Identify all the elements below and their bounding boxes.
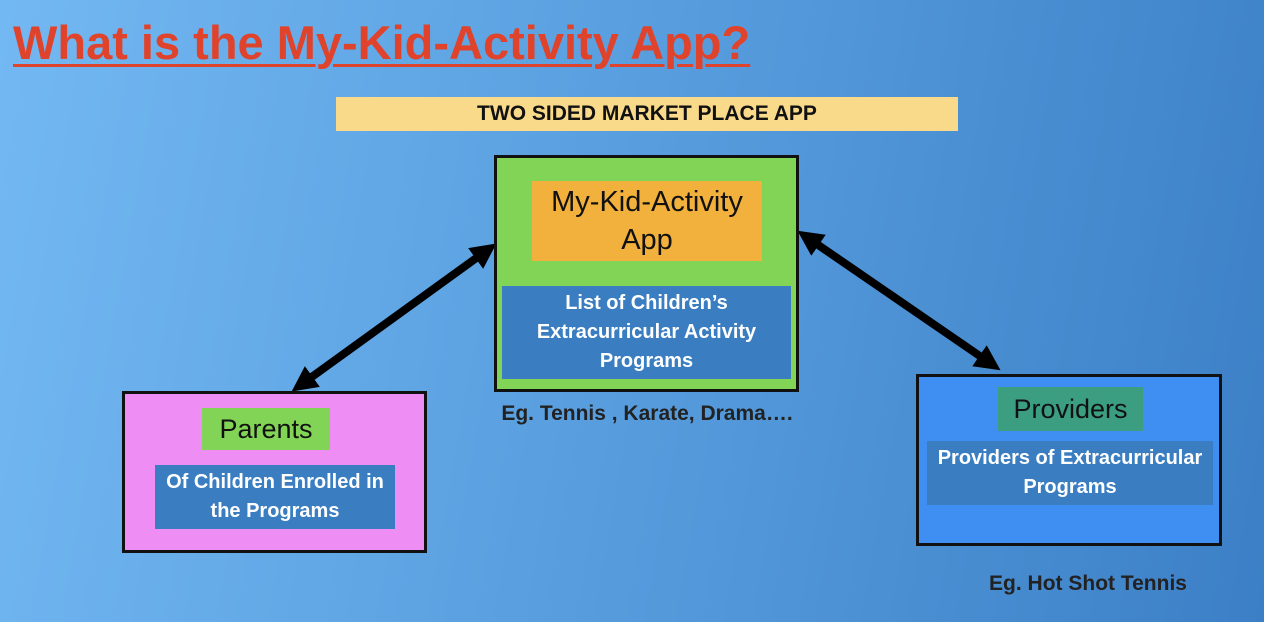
- providers-example-caption: Eg. Hot Shot Tennis: [989, 572, 1187, 595]
- providers-title: Providers: [998, 387, 1143, 431]
- providers-description: Providers of Extracurricular Programs: [927, 441, 1213, 505]
- market-type-banner: TWO SIDED MARKET PLACE APP: [336, 97, 958, 131]
- app-box: My-Kid-Activity App List of Children’s E…: [494, 155, 799, 392]
- parents-description: Of Children Enrolled in the Programs: [155, 465, 395, 529]
- app-providers-arrow: [797, 230, 1001, 371]
- app-examples-caption: Eg. Tennis , Karate, Drama….: [501, 402, 793, 425]
- app-description: List of Children’s Extracurricular Activ…: [502, 286, 791, 379]
- page-title: What is the My-Kid-Activity App?: [13, 16, 751, 69]
- parents-app-arrow: [291, 243, 497, 392]
- app-title: My-Kid-Activity App: [532, 181, 762, 261]
- providers-box: Providers Providers of Extracurricular P…: [916, 374, 1222, 546]
- parents-box: Parents Of Children Enrolled in the Prog…: [122, 391, 427, 553]
- parents-title: Parents: [202, 408, 330, 450]
